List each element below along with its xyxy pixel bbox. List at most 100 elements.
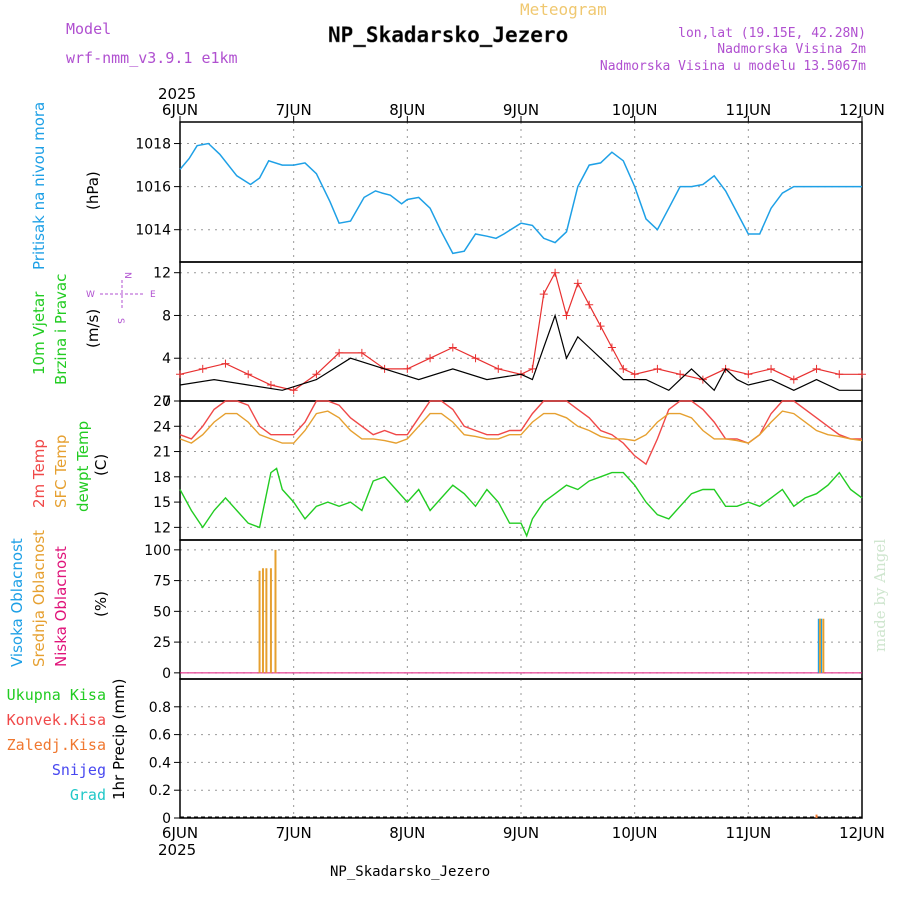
wind-gust-point <box>266 380 275 389</box>
x-tick-label-top: 12JUN <box>839 101 885 119</box>
panel-frame <box>179 400 863 541</box>
x-tick-label-bottom: 12JUN <box>839 824 885 842</box>
compass-n: N <box>122 272 132 279</box>
x-tick-label-bottom: 9JUN <box>503 824 539 842</box>
wind-gust-point <box>596 322 605 331</box>
x-tick-label-top: 7JUN <box>276 101 312 119</box>
dewpoint-line <box>179 467 863 538</box>
y-tick-label: 0.6 <box>149 728 171 744</box>
y-tick-label: 1016 <box>135 180 171 196</box>
compass-s: S <box>115 318 125 324</box>
precip-panel: 0 0.2 0.4 0.6 0.8 <box>149 678 863 827</box>
y-tick-label: 18 <box>153 470 171 486</box>
x-axis-bottom-labels: 6JUN 7JUN 8JUN 9JUN 10JUN 11JUN 12JUN <box>162 824 885 842</box>
cloud-panel: 0 25 50 75 100 <box>144 539 863 682</box>
y-tick-label: 0.4 <box>149 755 171 771</box>
wind-gust-point <box>176 370 184 379</box>
wind-gust-point <box>573 279 582 288</box>
wind-gust-point <box>744 370 753 379</box>
wind-gust-point <box>676 370 685 379</box>
y-tick-label: 1018 <box>135 137 171 153</box>
temperature-panel: 12 15 18 21 24 27 <box>153 394 863 541</box>
wind-gust-point <box>789 375 798 384</box>
y-tick-label: 24 <box>153 419 171 435</box>
year-bottom: 2025 <box>158 841 196 859</box>
sfctemp-label: SFC Temp <box>52 435 70 508</box>
model-altitude: Nadmorska Visina u modelu 13.5067m <box>600 59 866 74</box>
wind-gust-point <box>403 364 412 373</box>
y-tick-label: 12 <box>153 266 171 282</box>
wind-unit: (m/s) <box>84 309 102 348</box>
y-tick-label: 50 <box>153 604 171 620</box>
wind-gust-point <box>335 348 344 357</box>
y-tick-label: 0 <box>162 394 171 410</box>
model-name: wrf-nmm_v3.9.1 e1km <box>66 49 238 67</box>
x-tick-label-top: 8JUN <box>389 101 425 119</box>
compass-e: E <box>150 290 156 300</box>
x-axis-top-labels: 6JUN 7JUN 8JUN 9JUN 10JUN 11JUN 12JUN <box>162 101 885 122</box>
wind-gust-point <box>835 370 844 379</box>
legend-graupel: Grad <box>70 786 106 804</box>
wind-gust-point <box>528 364 537 373</box>
y-tick-label: 27 <box>153 394 171 410</box>
x-tick-label-top: 11JUN <box>725 101 771 119</box>
wind-gust-point <box>221 359 230 368</box>
model-label: Model <box>66 20 111 38</box>
wind-gust-point <box>585 300 594 309</box>
cloud-high-label: Visoka Oblacnost <box>8 538 26 667</box>
y-tick-label: 0 <box>162 811 171 827</box>
station-title: NP_Skadarsko_Jezero <box>328 23 568 47</box>
wind-gust-point <box>607 343 616 352</box>
cloud-unit: (%) <box>92 591 110 617</box>
x-tick-label-bottom: 6JUN <box>162 824 198 842</box>
y-tick-label: 8 <box>162 308 171 324</box>
y-tick-label: 100 <box>144 543 171 559</box>
wind-gust-point <box>653 364 662 373</box>
x-tick-label-bottom: 10JUN <box>612 824 658 842</box>
pressure-unit: (hPa) <box>84 171 102 210</box>
y-tick-label: 21 <box>153 445 171 461</box>
x-tick-label-bottom: 11JUN <box>725 824 771 842</box>
precip-unit-label: 1hr Precip (mm) <box>110 679 128 800</box>
wind-gust-point <box>312 370 321 379</box>
wind-gust-point <box>812 364 821 373</box>
lonlat: lon,lat (19.15E, 42.28N) <box>678 26 866 41</box>
y-tick-label: 0 <box>162 666 171 682</box>
year-top: 2025 <box>158 85 196 103</box>
y-tick-label: 25 <box>153 635 171 651</box>
wind-gust-point <box>562 311 571 320</box>
wind-gust-point <box>767 364 776 373</box>
sfc-temp-line <box>179 410 863 444</box>
wind-axis-label-2: Brzina i Pravac <box>52 274 70 385</box>
y-tick-label: 4 <box>162 351 171 367</box>
watermark: made by Angel <box>871 539 889 652</box>
wind-gust-point <box>539 290 548 299</box>
pressure-line <box>179 142 862 255</box>
footer-station: NP_Skadarsko_Jezero <box>330 864 490 880</box>
y-tick-label: 0.8 <box>149 700 171 716</box>
y-tick-label: 12 <box>153 520 171 536</box>
x-tick-label-top: 6JUN <box>162 101 198 119</box>
wind-gust-point <box>494 364 503 373</box>
x-tick-label-top: 9JUN <box>503 101 539 119</box>
wind-gust-point <box>198 364 207 373</box>
wind-gust-point <box>244 370 253 379</box>
x-tick-label-bottom: 7JUN <box>276 824 312 842</box>
wind-gust-point <box>426 354 435 363</box>
temp2m-label: 2m Temp <box>30 439 48 508</box>
y-tick-label: 75 <box>153 574 171 590</box>
x-tick-label-top: 10JUN <box>612 101 658 119</box>
temp-unit: (C) <box>92 454 110 476</box>
wind-gust-point <box>448 343 457 352</box>
wind-panel: 0 4 8 12 <box>153 261 866 410</box>
wind-gust-point <box>551 268 560 277</box>
wind-speed-line <box>179 313 862 392</box>
legend-frozen: Zaledj.Kisa <box>7 736 106 754</box>
panel-frame <box>179 261 863 402</box>
compass-w: W <box>86 290 95 300</box>
legend-convective: Konvek.Kisa <box>7 711 106 729</box>
wind-gust-point <box>858 370 866 379</box>
panel-frame <box>179 539 863 680</box>
altitude: Nadmorska Visina 2m <box>717 42 866 57</box>
wind-axis-label-1: 10m Vjetar <box>30 291 48 375</box>
